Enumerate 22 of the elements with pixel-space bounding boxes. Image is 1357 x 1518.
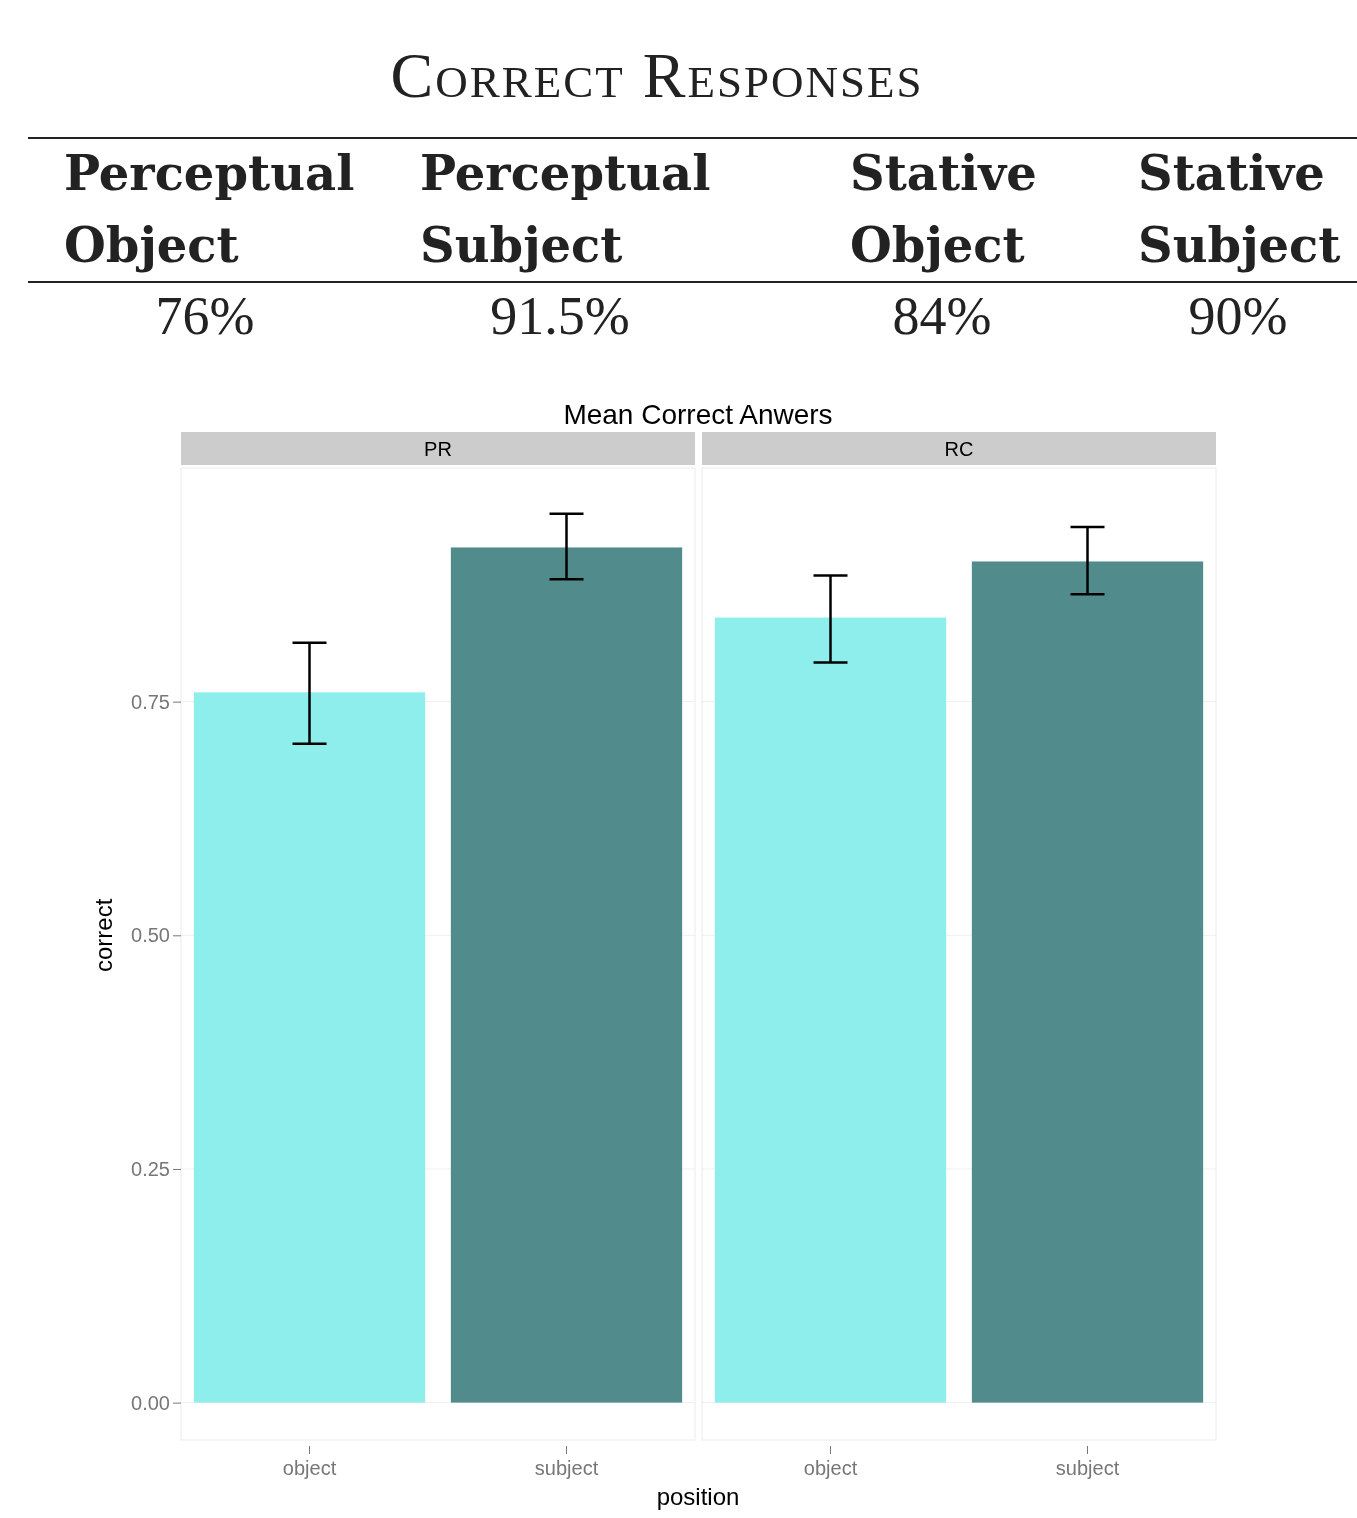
category-label: Stative Object <box>850 145 1037 273</box>
y-tick-label: 0.75 <box>131 690 170 713</box>
y-tick-label: 0.50 <box>131 924 170 947</box>
data-label: 76% <box>155 286 255 346</box>
data-label: 91.5% <box>490 286 630 346</box>
chart-subtitle: RC <box>944 438 974 460</box>
x-tick-label: object <box>282 1457 337 1479</box>
y-tick-label: 0.25 <box>131 1157 170 1180</box>
x-axis-title: position <box>656 1483 740 1510</box>
y-axis-title: correct <box>90 898 117 972</box>
data-label: 84% <box>892 286 992 346</box>
category-label: Stative Subject <box>1138 145 1341 273</box>
text: Correct Responses <box>390 40 924 111</box>
category-label: Perceptual Object <box>64 145 355 273</box>
y-tick-label: 0.00 <box>131 1391 170 1414</box>
x-tick-label: subject <box>534 1457 599 1479</box>
category-label: Perceptual Subject <box>420 145 711 273</box>
data-label: 90% <box>1188 286 1288 346</box>
x-tick-label: subject <box>1055 1457 1120 1479</box>
x-tick-label: object <box>803 1457 858 1479</box>
chart-title: Mean Correct Anwers <box>563 399 833 430</box>
chart-subtitle: PR <box>424 438 452 460</box>
